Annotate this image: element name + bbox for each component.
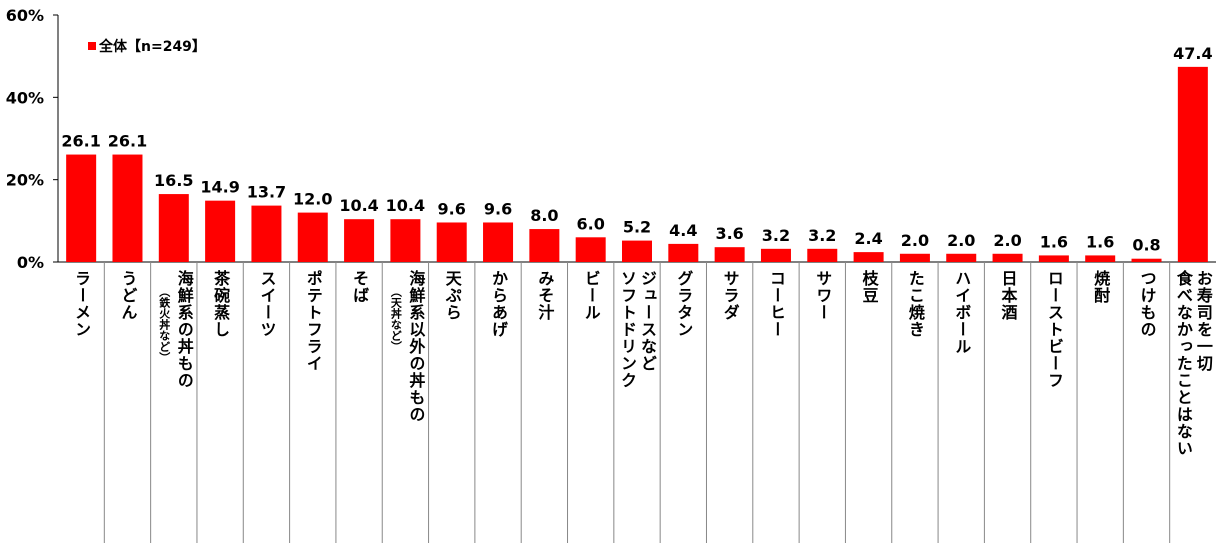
data-label: 3.6 [715,224,743,243]
category-label: ビール [581,270,601,321]
data-label: 10.4 [339,196,378,215]
bar [992,253,1023,262]
category-label: グラタン [674,270,694,338]
category-label: ラーメン [72,270,92,338]
category-label: ソフトドリンク [618,270,637,389]
category-label: うどん [118,270,138,321]
bar [1131,258,1162,262]
legend-label: 全体【n=249】 [99,39,206,55]
category-label: 海鮮系の丼もの [174,270,194,389]
y-tick-label: 60% [6,6,44,25]
bar [899,253,930,262]
category-label: 焼酎 [1091,270,1111,304]
bar [853,252,884,262]
bar [760,248,791,262]
data-label: 2.0 [901,231,929,250]
data-label: 1.6 [1040,232,1068,251]
bar [390,219,421,262]
category-label: 食べなかったことはない [1173,270,1193,457]
data-label: 16.5 [154,171,193,190]
category-label: ハイボール [952,270,972,355]
data-label: 6.0 [577,214,605,233]
data-label: 4.4 [669,221,697,240]
category-label: ローストビーフ [1044,270,1064,389]
data-label: 14.9 [200,178,239,197]
data-label: 26.1 [61,132,100,151]
bar [714,247,745,262]
category-label: つけもの [1137,270,1157,338]
bar [483,222,514,262]
category-label: 海鮮系以外の丼もの [406,270,426,423]
data-label: 9.6 [484,199,512,218]
category-note: （天丼など） [389,286,403,352]
bar [205,200,236,262]
category-label: ジュースなど [638,270,657,372]
bar [807,248,838,262]
bar [622,240,652,262]
category-label: そば [350,270,370,304]
y-tick-label: 0% [17,253,44,272]
bar [436,222,467,262]
bar [668,243,699,262]
bar [112,154,143,262]
category-label: 日本酒 [998,270,1018,321]
bar [297,212,328,262]
bar [1085,255,1116,262]
category-label: たこ焼き [905,270,925,338]
category-label: 茶碗蒸し [211,270,231,338]
data-label: 5.2 [623,218,651,237]
category-label: スイーツ [257,270,277,338]
data-label: 2.4 [854,229,882,248]
y-tick-label: 40% [6,88,44,107]
category-note: （鉄火丼など） [157,286,171,363]
legend: 全体【n=249】 [88,36,206,56]
bar [1177,66,1208,263]
category-label: ポテトフライ [303,270,323,372]
data-label: 2.0 [947,231,975,250]
data-label: 3.2 [808,226,836,245]
data-label: 10.4 [386,196,425,215]
bar [575,237,606,262]
bar [529,229,560,262]
bar [251,205,282,262]
data-label: 12.0 [293,190,332,209]
legend-swatch [88,42,96,50]
data-label: 26.1 [108,132,147,151]
bar [66,154,97,262]
data-label: 13.7 [247,183,286,202]
category-label: サラダ [720,270,740,321]
category-label: コーヒー [766,270,786,338]
category-label: お寿司を一切 [1193,270,1213,372]
data-label: 2.0 [993,231,1021,250]
data-label: 9.6 [438,199,466,218]
bar [1038,255,1069,262]
y-tick-label: 20% [6,171,44,190]
bar [158,194,189,262]
data-label: 0.8 [1132,236,1160,255]
bar [344,219,375,262]
category-label: サワー [813,270,833,321]
category-label: 枝豆 [859,270,879,304]
category-label: 天ぷら [442,270,462,321]
category-label: みそ汁 [535,270,555,321]
data-label: 3.2 [762,226,790,245]
data-label: 47.4 [1173,44,1212,63]
bar [946,253,977,262]
data-label: 8.0 [530,206,558,225]
data-label: 1.6 [1086,232,1114,251]
category-label: からあげ [489,270,509,338]
